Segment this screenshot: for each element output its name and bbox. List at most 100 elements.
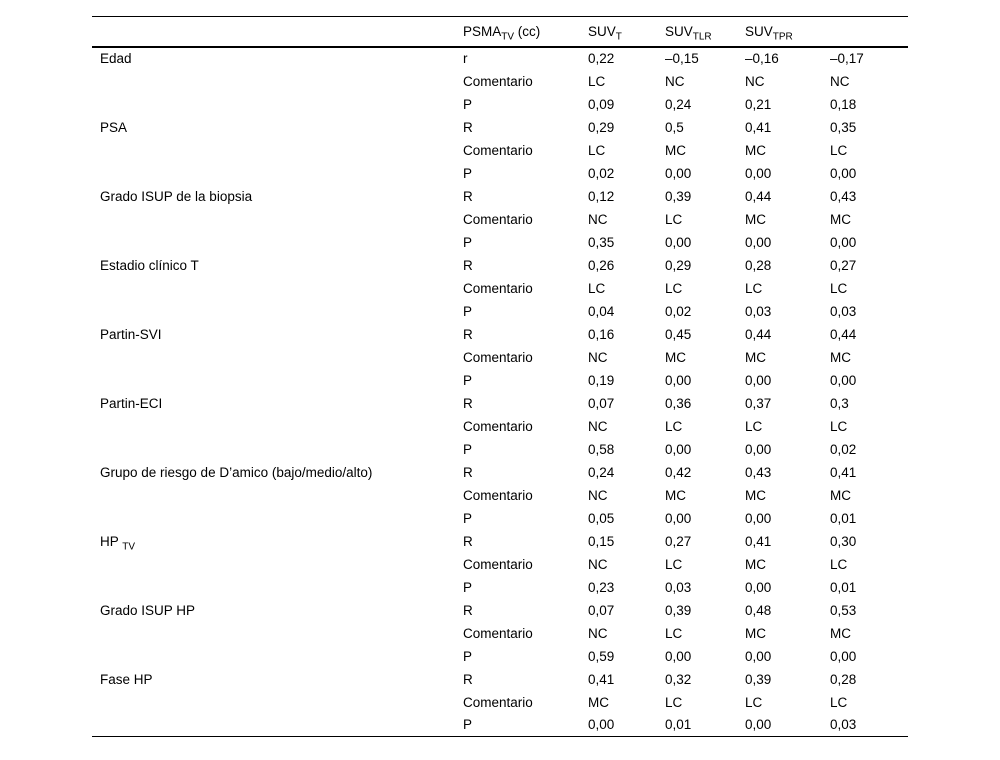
value-cell: 0,04 <box>588 303 615 319</box>
stat-label-cell: R <box>463 464 473 480</box>
value-cell: MC <box>745 211 766 227</box>
row-group-label: Grupo de riesgo de D’amico (bajo/medio/a… <box>100 464 373 480</box>
value-cell: MC <box>665 142 686 158</box>
value-cell: 0,44 <box>745 188 772 204</box>
value-cell: 0,29 <box>665 257 692 273</box>
stat-label-cell: r <box>463 51 468 66</box>
row-group-label-cell: Edad <box>92 47 463 70</box>
value-cell: 0,59 <box>588 648 615 664</box>
value-cell: 0,39 <box>665 188 692 204</box>
value-cell: MC <box>745 625 766 641</box>
value-cell: LC <box>830 556 848 572</box>
value-cell: 0,30 <box>830 533 857 549</box>
row-group-label-cell <box>92 691 463 714</box>
table-row: Comentario NC LC LC LC <box>92 415 908 438</box>
value-cell: MC <box>665 349 686 365</box>
value-cell: 0,00 <box>830 234 857 250</box>
stat-label-cell: P <box>463 96 473 112</box>
row-group-label: Partin-SVI <box>100 326 162 342</box>
value-cell: 0,00 <box>745 579 772 595</box>
header-row: PSMATV (cc) SUVT SUVTLR SUVTPR <box>92 16 908 47</box>
value-cell: NC <box>588 625 608 641</box>
row-group-label-cell <box>92 346 463 369</box>
value-cell: LC <box>745 280 763 296</box>
row-group-label-cell <box>92 277 463 300</box>
value-cell: NC <box>665 73 685 89</box>
value-cell: 0,05 <box>588 510 615 526</box>
value-cell: 0,02 <box>830 441 857 457</box>
value-cell: –0,17 <box>830 51 864 66</box>
value-cell: 0,07 <box>588 602 615 618</box>
value-cell: 0,27 <box>665 533 692 549</box>
table-row: Comentario NC LC MC MC <box>92 208 908 231</box>
value-cell: LC <box>588 142 606 158</box>
stat-label-cell: P <box>463 372 473 388</box>
stat-label-cell: Comentario <box>463 418 533 434</box>
stat-label-cell: P <box>463 165 473 181</box>
value-cell: 0,00 <box>830 165 857 181</box>
row-group-label-cell <box>92 507 463 530</box>
row-group-label-cell <box>92 93 463 116</box>
row-group-label-cell: Grado ISUP HP <box>92 599 463 622</box>
value-cell: 0,07 <box>588 395 615 411</box>
value-cell: LC <box>665 211 683 227</box>
table-row: Comentario LC LC LC LC <box>92 277 908 300</box>
value-cell: 0,28 <box>745 257 772 273</box>
value-cell: 0,37 <box>745 395 772 411</box>
value-cell: 0,27 <box>830 257 857 273</box>
stat-label-cell: Comentario <box>463 625 533 641</box>
value-cell: 0,00 <box>745 165 772 181</box>
value-cell: MC <box>830 487 851 503</box>
value-cell: 0,12 <box>588 188 615 204</box>
header-subscript: TPR <box>772 31 793 43</box>
value-cell: LC <box>665 694 683 710</box>
value-cell: 0,44 <box>830 326 857 342</box>
row-group-label-cell <box>92 576 463 599</box>
value-cell: 0,43 <box>830 188 857 204</box>
row-group-label: HP <box>100 533 123 549</box>
value-cell: MC <box>745 142 766 158</box>
row-group-label: Grado ISUP de la biopsia <box>100 188 253 204</box>
row-group-label-cell <box>92 645 463 668</box>
stat-label-cell: P <box>463 648 473 664</box>
table-row: P 0,04 0,02 0,03 0,03 <box>92 300 908 323</box>
table-row: Estadio clínico T R 0,26 0,29 0,28 0,27 <box>92 254 908 277</box>
value-cell: 0,21 <box>745 96 772 112</box>
value-cell: 0,58 <box>588 441 615 457</box>
table-row: Comentario MC LC LC LC <box>92 691 908 714</box>
stat-label-cell: Comentario <box>463 73 533 89</box>
value-cell: 0,41 <box>830 464 857 480</box>
value-cell: LC <box>745 694 763 710</box>
table-row: P 0,58 0,00 0,00 0,02 <box>92 438 908 461</box>
value-cell: 0,03 <box>745 303 772 319</box>
value-cell: NC <box>588 211 608 227</box>
table-header: PSMATV (cc) SUVT SUVTLR SUVTPR <box>92 16 908 47</box>
table-row: Edad r 0,22 –0,15 –0,16 –0,17 <box>92 47 908 70</box>
value-cell: MC <box>745 487 766 503</box>
value-cell: 0,39 <box>665 602 692 618</box>
value-cell: 0,00 <box>745 717 772 733</box>
header-label: SUV <box>588 23 616 39</box>
row-group-label-cell <box>92 553 463 576</box>
value-cell: 0,00 <box>745 234 772 250</box>
row-group-label-cell <box>92 300 463 323</box>
table-row: Grado ISUP de la biopsia R 0,12 0,39 0,44 0,4… <box>92 185 908 208</box>
stat-label-cell: P <box>463 303 473 319</box>
value-cell: LC <box>830 280 848 296</box>
table-row: Fase HP R 0,41 0,32 0,39 0,28 <box>92 668 908 691</box>
stat-label-cell: P <box>463 234 473 250</box>
value-cell: MC <box>830 211 851 227</box>
value-cell: 0,3 <box>830 395 849 411</box>
row-group-label-cell <box>92 438 463 461</box>
value-cell: 0,19 <box>588 372 615 388</box>
row-group-label-cell: Grado ISUP de la biopsia <box>92 185 463 208</box>
stat-label-cell: R <box>463 671 473 687</box>
stat-label-cell: Comentario <box>463 280 533 296</box>
value-cell: 0,43 <box>745 464 772 480</box>
value-cell: 0,41 <box>745 533 772 549</box>
stat-label-cell: Comentario <box>463 211 533 227</box>
stat-label-cell: R <box>463 119 473 135</box>
value-cell: MC <box>830 349 851 365</box>
value-cell: MC <box>745 556 766 572</box>
stat-label-cell: Comentario <box>463 487 533 503</box>
